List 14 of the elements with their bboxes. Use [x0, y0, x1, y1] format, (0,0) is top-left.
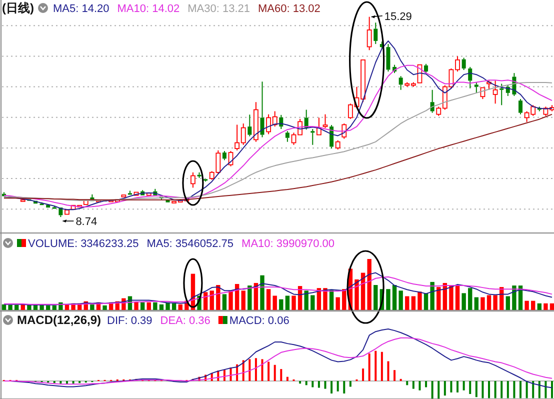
annotation: 15.29 — [384, 10, 412, 23]
text: DEA: 0.36 — [160, 315, 210, 327]
chart-title: MACD(12,26,9) — [17, 313, 102, 327]
legend-label: VOLUME: 3346233.25 — [28, 238, 139, 250]
text: MA30: 13.21 — [188, 3, 250, 15]
chart-title: (日线) — [2, 1, 34, 15]
text: MA5: 3546052.75 — [146, 238, 234, 250]
text: MA10: 3990970.00 — [242, 238, 335, 250]
text: MA60: 13.02 — [258, 3, 320, 15]
legend-label: MACD: 0.06 — [229, 315, 290, 327]
annotation: 8.74 — [76, 216, 98, 228]
text: MA10: 14.02 — [117, 3, 180, 15]
text: DIF: 0.39 — [107, 315, 152, 327]
text: MA5: 14.20 — [53, 3, 110, 15]
